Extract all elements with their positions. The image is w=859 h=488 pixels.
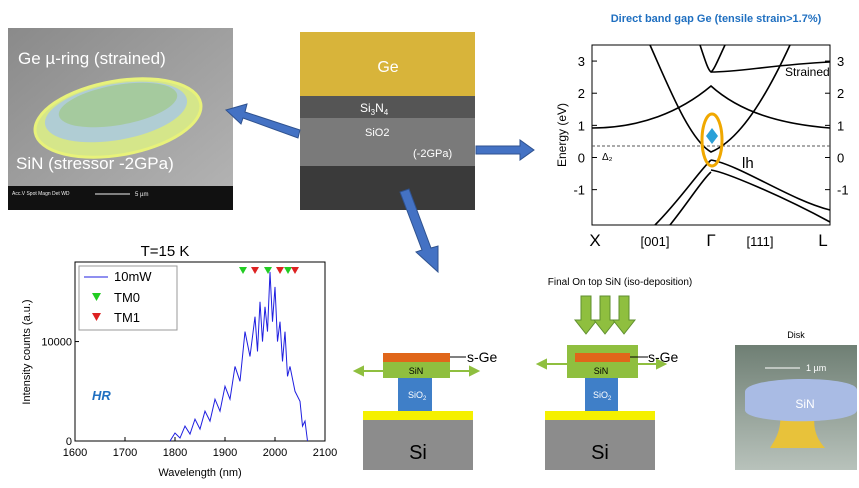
- y2-tick-label: 3: [837, 54, 844, 69]
- band: [711, 170, 830, 222]
- ge-layer: [383, 353, 450, 362]
- figure: Acc.V Spot Magn Det WD 5 µm Ge µ-ring (s…: [0, 0, 859, 483]
- schematic-1: SiN SiO2 s-Ge Si: [355, 349, 498, 470]
- schematic-2: Final On top SiN (iso-deposition) SiN Si…: [538, 277, 692, 470]
- yellow-layer: [363, 411, 473, 420]
- mode-marker: [291, 267, 299, 274]
- band: [670, 172, 711, 225]
- band-title: Direct band gap Ge (tensile strain>1.7%): [611, 13, 822, 25]
- ge-label: Ge: [377, 59, 398, 76]
- gamma-marker: [706, 128, 718, 144]
- y2-tick-label: -1: [837, 183, 849, 198]
- disk-label: SiN: [795, 397, 814, 411]
- info-text: Acc.V Spot Magn Det WD: [12, 191, 70, 197]
- sem-ring-photo: Acc.V Spot Magn Det WD 5 µm Ge µ-ring (s…: [8, 28, 233, 210]
- band: [700, 45, 725, 72]
- y-tick-label: 0: [578, 151, 585, 166]
- y-tick-label: 10000: [41, 337, 72, 349]
- arrow: [476, 140, 534, 160]
- x-label: L: [818, 231, 827, 250]
- t: SiO: [593, 390, 608, 400]
- band-ylabel: Energy (eV): [555, 103, 569, 167]
- y-tick-label: 1: [578, 118, 585, 133]
- disk-photo: Disk 1 µm SiN: [735, 330, 857, 470]
- spectrum-line: [170, 272, 308, 441]
- band: [592, 86, 830, 128]
- t: N: [375, 101, 384, 115]
- band: [650, 45, 790, 152]
- t: 4: [384, 108, 389, 117]
- t: SiO: [408, 390, 423, 400]
- si-label: Si: [409, 442, 427, 464]
- x-tick-label: 1900: [213, 447, 237, 459]
- ring-label: Ge µ-ring (strained): [18, 49, 166, 68]
- delta-label: Δ₂: [602, 152, 613, 163]
- y2-tick-label: 1: [837, 118, 844, 133]
- legend-label: TM0: [114, 290, 140, 305]
- sio2-label: SiO2: [365, 127, 389, 139]
- sge-label: s-Ge: [467, 349, 498, 365]
- x-tick-label: 1800: [163, 447, 187, 459]
- info-bar: [8, 186, 233, 210]
- lh-label: lh: [742, 155, 754, 172]
- x-tick-label: 1700: [113, 447, 137, 459]
- mode-marker: [251, 267, 259, 274]
- sin-label: SiN (stressor -2GPa): [16, 154, 174, 173]
- x-tick-label: 1600: [63, 447, 87, 459]
- chart-title: T=15 K: [141, 243, 190, 260]
- y2-tick-label: 0: [837, 151, 844, 166]
- legend-label: 10mW: [114, 269, 152, 284]
- x-label: Γ: [706, 231, 715, 250]
- x-label: [001]: [641, 234, 670, 249]
- sge-label: s-Ge: [648, 349, 679, 365]
- band: [711, 160, 830, 210]
- spectrum-chart: T=15 K Intensity counts (a.u.) Wavelengt…: [21, 243, 337, 479]
- x-tick-label: 2100: [313, 447, 337, 459]
- y-axis-label: Intensity counts (a.u.): [21, 299, 33, 404]
- disk-title: Disk: [787, 330, 805, 340]
- sin-label: SiN: [409, 366, 424, 376]
- scale-label: 5 µm: [135, 192, 148, 198]
- x-tick-label: 2000: [263, 447, 287, 459]
- x-axis-label: Wavelength (nm): [158, 467, 241, 479]
- schematic-title: Final On top SiN (iso-deposition): [548, 277, 693, 288]
- mode-marker: [284, 267, 292, 274]
- y2-tick-label: 2: [837, 86, 844, 101]
- scale-label: 1 µm: [806, 363, 826, 373]
- mode-marker: [239, 267, 247, 274]
- y-tick-label: -1: [573, 183, 585, 198]
- t: Si: [360, 101, 371, 115]
- yellow-layer: [545, 411, 655, 420]
- y-tick-label: 2: [578, 86, 585, 101]
- band-diagram: Direct band gap Ge (tensile strain>1.7%)…: [555, 13, 849, 250]
- mode-marker: [276, 267, 284, 274]
- y-tick-label: 0: [66, 436, 72, 448]
- y-tick-label: 3: [578, 54, 585, 69]
- mode-marker: [264, 267, 272, 274]
- cross-section-photo: Ge Si3N4 SiO2 (-2GPa): [300, 32, 475, 210]
- stress-label: (-2GPa): [413, 148, 452, 160]
- sin-label: SiN: [594, 366, 609, 376]
- ge-layer: [575, 353, 630, 362]
- si-label: Si: [591, 442, 609, 464]
- strained-label: Strained: [785, 65, 830, 79]
- x-label: X: [589, 231, 600, 250]
- legend-label: TM1: [114, 310, 140, 325]
- annotation: HR: [92, 388, 111, 403]
- deposition-arrows: [575, 296, 635, 334]
- band: [655, 160, 711, 225]
- arrow: [226, 104, 300, 138]
- x-label: [111]: [747, 234, 774, 249]
